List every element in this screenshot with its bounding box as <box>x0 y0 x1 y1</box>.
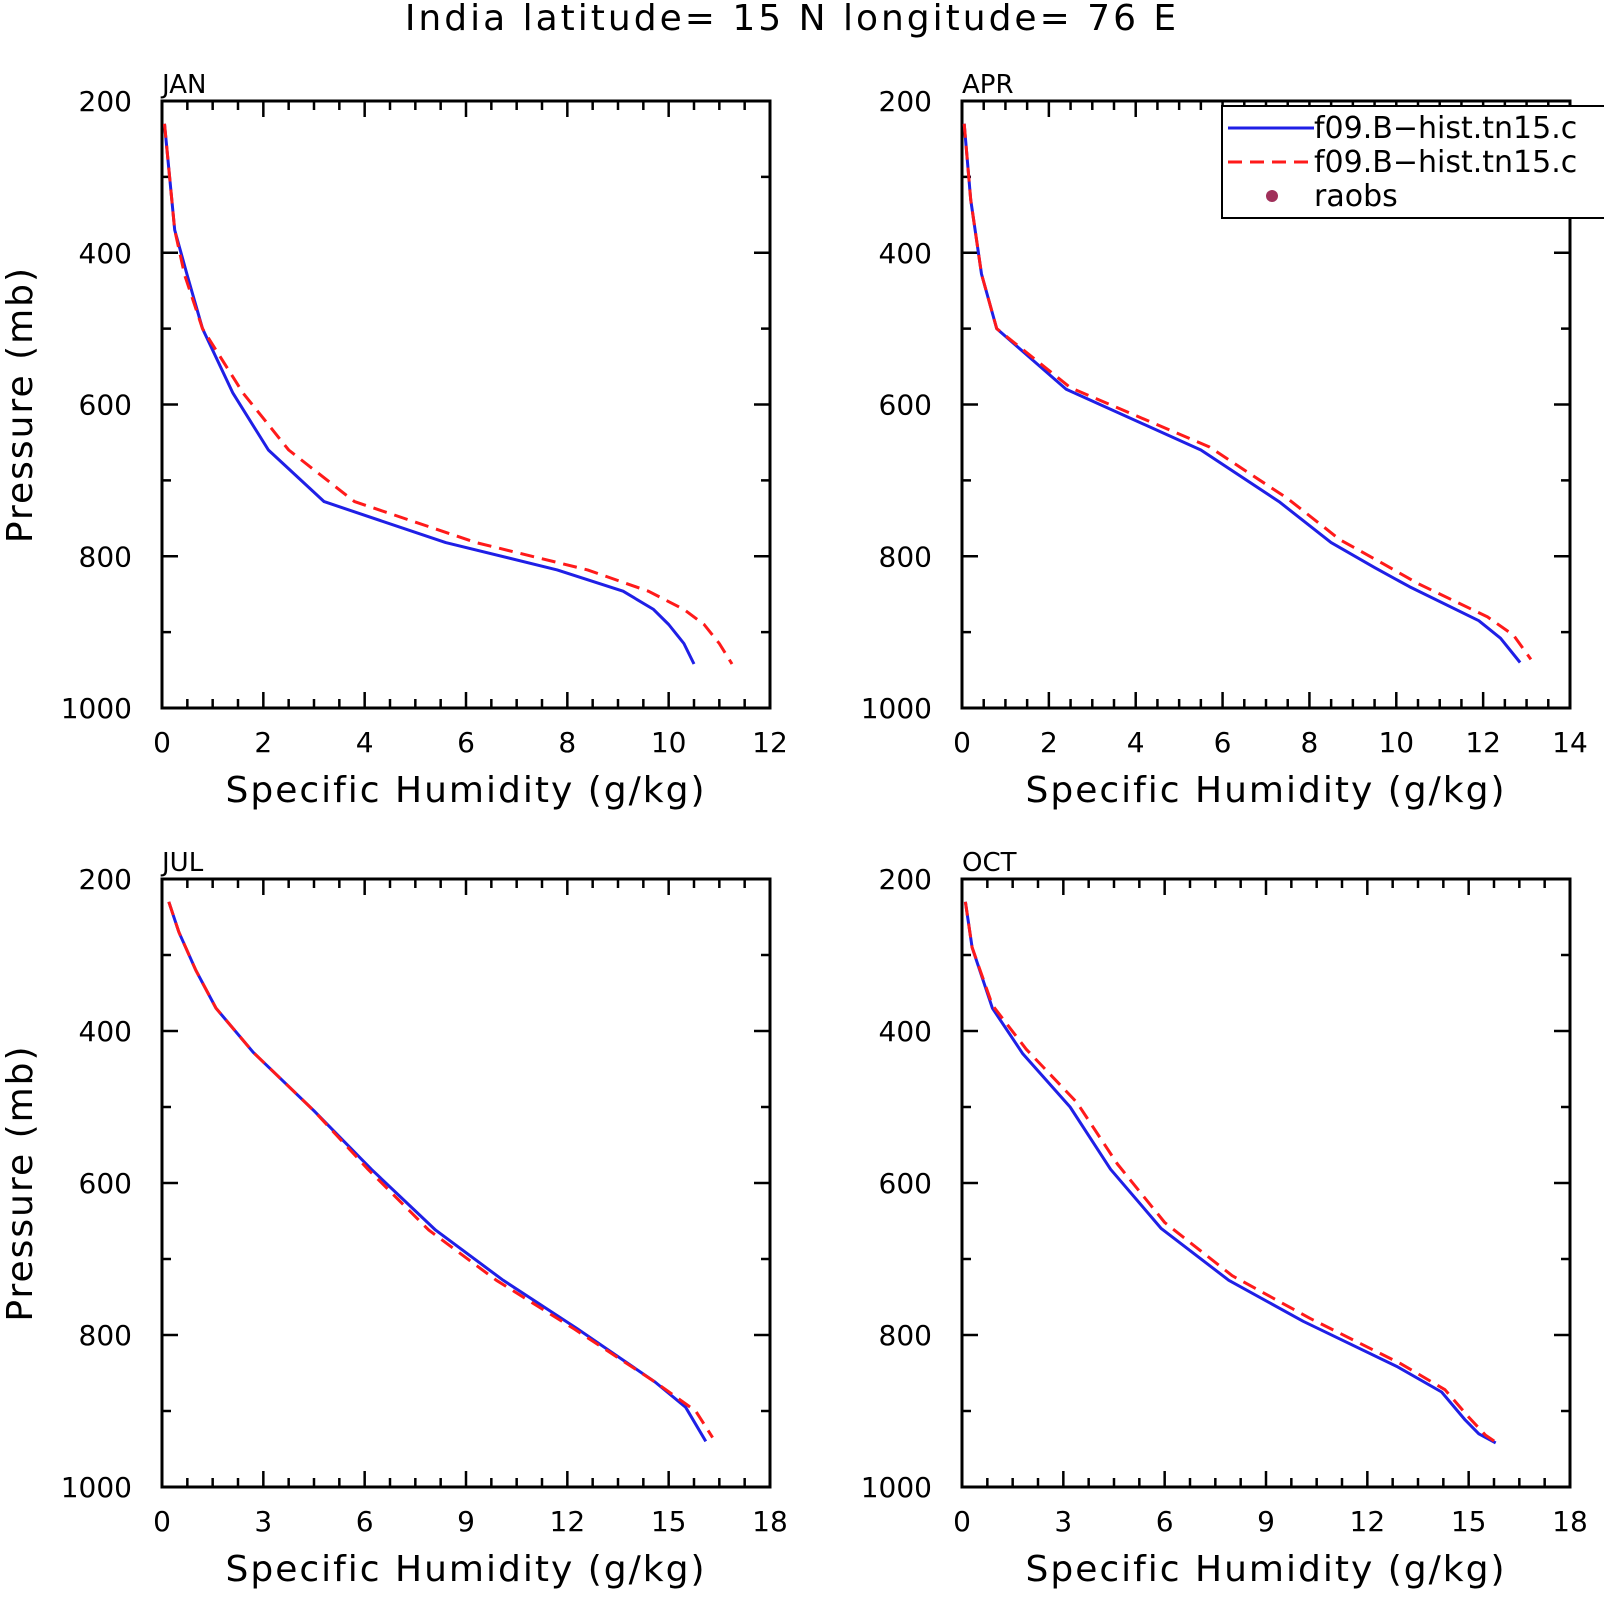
y-tick-label: 800 <box>79 1319 132 1352</box>
y-tick-label: 600 <box>79 1167 132 1200</box>
x-tick-label: 0 <box>953 726 971 759</box>
x-tick-label: 6 <box>356 1505 374 1538</box>
y-tick-label: 1000 <box>861 1471 932 1504</box>
y-tick-label: 600 <box>879 1167 932 1200</box>
panel-label: OCT <box>962 848 1017 878</box>
x-tick-label: 12 <box>1350 1505 1386 1538</box>
series-line-dashed <box>167 901 714 1439</box>
series-line-solid <box>963 901 1497 1445</box>
series-line-dashed <box>163 123 734 665</box>
x-tick-label: 0 <box>153 1505 171 1538</box>
x-tick-label: 14 <box>1552 726 1588 759</box>
x-tick-label: 0 <box>953 1505 971 1538</box>
figure-title: India latitude= 15 N longitude= 76 E <box>405 0 1179 39</box>
panel-label: JUL <box>160 848 204 878</box>
y-tick-label: 600 <box>879 389 932 422</box>
legend-entry-label: raobs <box>1314 179 1398 214</box>
plot-frame <box>160 877 772 1489</box>
y-tick-label: 200 <box>879 863 932 896</box>
series-line-solid <box>163 123 696 665</box>
legend-entry-label: f09.B−hist.tn15.c <box>1314 145 1577 180</box>
x-tick-label: 12 <box>752 726 788 759</box>
x-tick-label: 18 <box>1552 1505 1588 1538</box>
legend-dot <box>1266 190 1278 202</box>
x-tick-label: 10 <box>1378 726 1414 759</box>
x-tick-label: 3 <box>1054 1505 1072 1538</box>
y-tick-label: 200 <box>79 863 132 896</box>
series-line-solid <box>962 123 1522 664</box>
x-tick-label: 12 <box>1465 726 1501 759</box>
x-axis-label: Specific Humidity (g/kg) <box>1025 770 1506 811</box>
x-tick-label: 10 <box>651 726 687 759</box>
x-tick-label: 2 <box>1040 726 1058 759</box>
x-tick-label: 2 <box>254 726 272 759</box>
legend-entry-label: f09.B−hist.tn15.c <box>1314 111 1577 146</box>
series-line-dashed <box>962 123 1533 661</box>
x-tick-label: 8 <box>1301 726 1319 759</box>
x-tick-label: 4 <box>356 726 374 759</box>
x-axis-label: Specific Humidity (g/kg) <box>1025 1549 1506 1590</box>
x-axis-label: Specific Humidity (g/kg) <box>225 1549 706 1590</box>
plot-frame <box>960 877 1572 1489</box>
x-tick-label: 12 <box>550 1505 586 1538</box>
y-axis-label: Pressure (mb) <box>0 1044 41 1321</box>
y-tick-label: 1000 <box>61 692 132 725</box>
x-tick-label: 0 <box>153 726 171 759</box>
y-tick-label: 200 <box>879 85 932 118</box>
panel-label: JAN <box>160 70 206 100</box>
panel-label: APR <box>962 70 1014 100</box>
x-tick-label: 4 <box>1127 726 1145 759</box>
x-tick-label: 3 <box>254 1505 272 1538</box>
panel-jul: JUL 0 3 6 9 12 15 18 200 400 600 800 1000 Specific Hu… <box>0 848 788 1590</box>
x-tick-label: 8 <box>558 726 576 759</box>
y-axis-label: Pressure (mb) <box>0 266 41 543</box>
panel-oct: OCT 0 3 6 9 12 15 18 200 400 600 800 1000 Specific Hu… <box>861 848 1588 1590</box>
y-tick-label: 400 <box>879 237 932 270</box>
x-tick-label: 15 <box>651 1505 687 1538</box>
y-tick-label: 200 <box>79 85 132 118</box>
y-tick-label: 400 <box>79 1015 132 1048</box>
y-tick-label: 1000 <box>861 692 932 725</box>
x-axis-label: Specific Humidity (g/kg) <box>225 770 706 811</box>
y-tick-label: 400 <box>79 237 132 270</box>
series-line-solid <box>167 901 708 1443</box>
y-tick-label: 800 <box>879 1319 932 1352</box>
x-tick-label: 18 <box>752 1505 788 1538</box>
x-tick-label: 6 <box>1156 1505 1174 1538</box>
x-tick-label: 6 <box>1214 726 1232 759</box>
panel-jan: JAN 0 2 4 6 8 10 12 200 400 600 800 1000 Specific Hum… <box>0 70 788 811</box>
series-line-dashed <box>963 901 1500 1446</box>
y-tick-label: 800 <box>879 540 932 573</box>
panel-apr: APR 0 2 4 6 8 10 12 14 200 400 600 800 1000 Specific H… <box>861 70 1588 811</box>
y-tick-label: 800 <box>79 540 132 573</box>
y-tick-label: 1000 <box>61 1471 132 1504</box>
x-tick-label: 15 <box>1451 1505 1487 1538</box>
x-tick-label: 6 <box>457 726 475 759</box>
x-tick-label: 9 <box>457 1505 475 1538</box>
y-tick-label: 400 <box>879 1015 932 1048</box>
plot-frame <box>160 99 772 710</box>
y-tick-label: 600 <box>79 389 132 422</box>
x-tick-label: 9 <box>1257 1505 1275 1538</box>
